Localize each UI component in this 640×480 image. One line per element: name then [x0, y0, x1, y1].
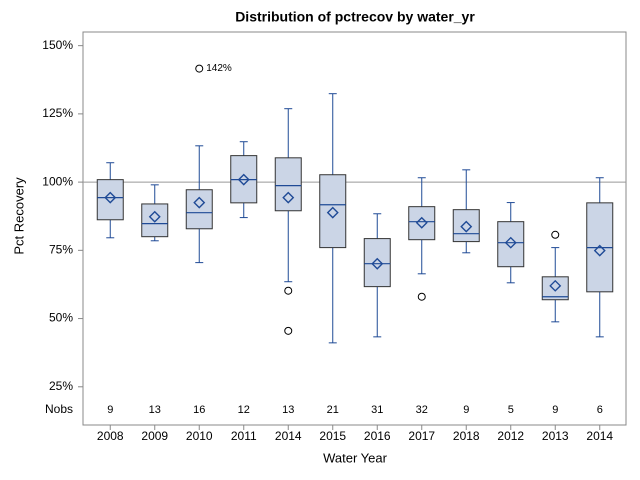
box — [141, 203, 169, 238]
nobs-value: 9 — [463, 404, 469, 416]
x-axis-label: Water Year — [323, 450, 388, 465]
x-tick-label: 2014 — [586, 429, 613, 443]
mean-marker — [282, 191, 295, 204]
x-tick-label: 2016 — [364, 429, 391, 443]
y-tick-label: 150% — [42, 38, 73, 52]
outlier — [284, 326, 293, 335]
nobs-value: 31 — [371, 404, 383, 416]
y-axis-label: Pct Recovery — [11, 177, 26, 255]
nobs-value: 21 — [327, 404, 339, 416]
outlier — [551, 230, 560, 239]
x-tick-label: 2018 — [453, 429, 480, 443]
x-tick-label: 2009 — [141, 429, 168, 443]
nobs-value: 13 — [282, 404, 294, 416]
y-tick-label: 125% — [42, 106, 73, 120]
mean-marker — [593, 244, 606, 257]
mean-marker — [549, 279, 562, 292]
mean-marker — [415, 216, 428, 229]
box — [497, 221, 525, 268]
mean-marker — [104, 191, 117, 204]
mean-marker — [460, 220, 473, 233]
nobs-value: 9 — [552, 404, 558, 416]
outlier — [284, 286, 293, 295]
y-tick-label: 100% — [42, 174, 73, 188]
plot-frame — [82, 31, 627, 426]
y-tick-label: 75% — [49, 243, 73, 257]
x-tick-label: 2010 — [186, 429, 213, 443]
x-tick-label: 2013 — [542, 429, 569, 443]
x-tick-label: 2008 — [97, 429, 124, 443]
mean-marker — [326, 206, 339, 219]
nobs-value: 12 — [238, 404, 250, 416]
outlier-label: 142% — [206, 63, 232, 74]
nobs-value: 9 — [107, 404, 113, 416]
mean-marker — [371, 257, 384, 270]
y-tick-label: 25% — [49, 379, 73, 393]
box — [96, 179, 124, 221]
nobs-label: Nobs — [45, 402, 73, 416]
mean-marker — [237, 173, 250, 186]
mean-marker — [148, 210, 161, 223]
x-tick-label: 2011 — [231, 429, 257, 443]
box — [363, 238, 391, 288]
outlier — [417, 292, 426, 301]
mean-marker — [193, 196, 206, 209]
y-tick-label: 50% — [49, 311, 73, 325]
nobs-value: 32 — [416, 404, 428, 416]
nobs-value: 16 — [193, 404, 205, 416]
mean-marker — [504, 236, 517, 249]
nobs-value: 6 — [597, 404, 603, 416]
box — [408, 206, 436, 241]
x-tick-label: 2015 — [319, 429, 346, 443]
box — [185, 189, 213, 230]
nobs-value: 13 — [149, 404, 161, 416]
box — [319, 174, 347, 249]
outlier — [195, 64, 204, 73]
x-tick-label: 2014 — [275, 429, 302, 443]
nobs-value: 5 — [508, 404, 514, 416]
box — [541, 276, 569, 301]
box — [452, 209, 480, 243]
chart-title: Distribution of pctrecov by water_yr — [235, 9, 475, 25]
x-tick-label: 2017 — [408, 429, 435, 443]
x-tick-label: 2012 — [497, 429, 524, 443]
